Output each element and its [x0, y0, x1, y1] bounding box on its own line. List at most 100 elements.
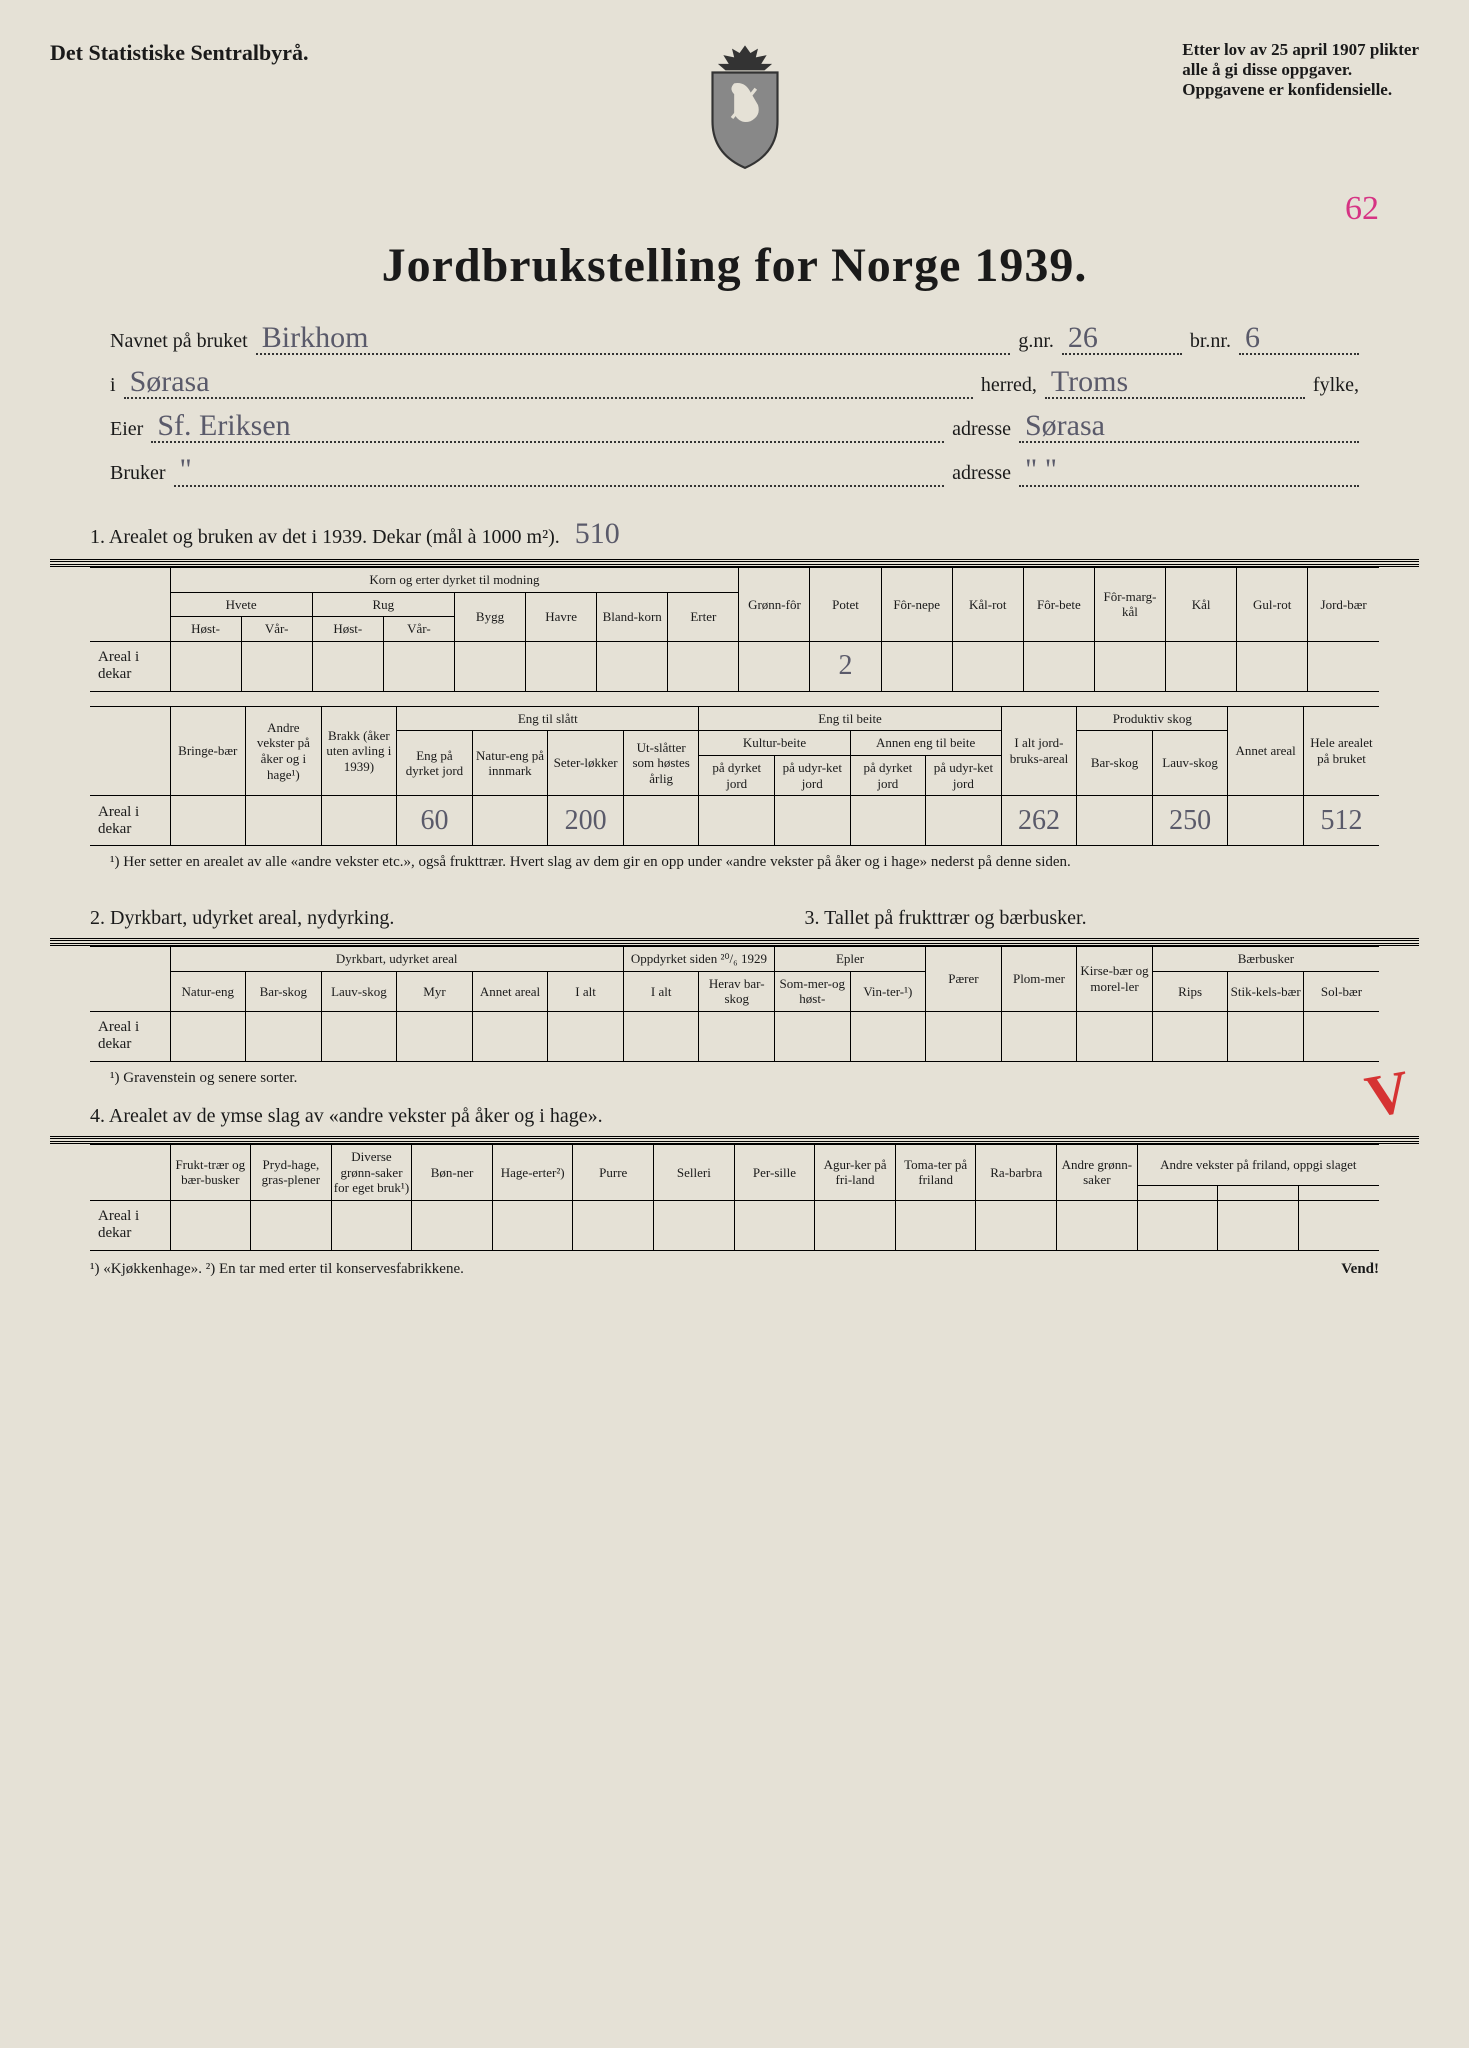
th-rips: Rips	[1152, 971, 1228, 1011]
vend-label: Vend!	[1341, 1261, 1379, 1278]
identity-fields: Navnet på bruket Birkhom g.nr. 26 br.nr.…	[110, 323, 1359, 487]
table-1b: Bringe-bær Andre vekster på åker og i ha…	[90, 706, 1379, 846]
th-erter: Erter	[668, 592, 739, 641]
th-forbete: Fôr-bete	[1023, 568, 1094, 642]
th-plommer: Plom-mer	[1001, 947, 1077, 1012]
th-epler: Epler	[775, 947, 926, 972]
th-bringe: Bringe-bær	[170, 706, 246, 795]
gnr-value: 26	[1062, 323, 1182, 355]
th-parer: Pærer	[926, 947, 1002, 1012]
table-4: Frukt-trær og bær-busker Pryd-hage, gras…	[90, 1144, 1379, 1251]
th-tomat: Toma-ter på friland	[895, 1144, 976, 1200]
s1-title-value: 510	[575, 517, 620, 550]
th-ialt: I alt jord-bruks-areal	[1001, 706, 1077, 795]
s4-title: 4. Arealet av de ymse slag av «andre vek…	[90, 1105, 1419, 1128]
s2-title: 2. Dyrkbart, udyrket areal, nydyrking.	[90, 907, 705, 930]
eier-value: Sf. Eriksen	[151, 411, 944, 443]
header: Det Statistiske Sentralbyrå. Etter lov a…	[50, 40, 1419, 170]
th-pryd: Pryd-hage, gras-plener	[251, 1144, 332, 1200]
th-lauvskog2: Lauv-skog	[321, 971, 397, 1011]
th-purre: Purre	[573, 1144, 654, 1200]
th-engbeite: Eng til beite	[699, 706, 1001, 731]
bruker-adr-value: " "	[1019, 455, 1359, 487]
eier-label: Eier	[110, 418, 143, 441]
th-barskog2: Bar-skog	[246, 971, 322, 1011]
th-barskog: Bar-skog	[1077, 731, 1153, 796]
crest-icon	[690, 40, 800, 170]
th-persille: Per-sille	[734, 1144, 815, 1200]
fylke-value: Troms	[1045, 367, 1305, 399]
th-selleri: Selleri	[654, 1144, 735, 1200]
th-annet: Annet areal	[1228, 706, 1304, 795]
brnr-label: br.nr.	[1190, 330, 1231, 353]
th-natur: Natur-eng på innmark	[472, 731, 548, 796]
page-number: 62	[50, 190, 1379, 228]
th-bland: Bland-korn	[597, 592, 668, 641]
adresse-value: Sørasa	[1019, 411, 1359, 443]
s1-footnote: ¹) Her setter en arealet av alle «andre …	[130, 854, 1379, 871]
th-brakk: Brakk (åker uten avling i 1939)	[321, 706, 397, 795]
th-dyrkbart: Dyrkbart, udyrket areal	[170, 947, 623, 972]
th-bonner: Bøn-ner	[412, 1144, 493, 1200]
th-rug: Rug	[312, 592, 454, 617]
main-title: Jordbrukstelling for Norge 1939.	[50, 238, 1419, 293]
th-jordbar: Jord-bær	[1308, 568, 1379, 642]
th-prodskog: Produktiv skog	[1077, 706, 1228, 731]
gnr-label: g.nr.	[1018, 330, 1054, 353]
th-gulrot: Gul-rot	[1237, 568, 1308, 642]
adresse2-label: adresse	[952, 462, 1011, 485]
th-korn: Korn og erter dyrket til modning	[170, 568, 739, 593]
cell-potet: 2	[810, 641, 881, 691]
th-rabarbra: Ra-barbra	[976, 1144, 1057, 1200]
th-andrefri: Andre vekster på friland, oppgi slaget	[1137, 1144, 1379, 1185]
legal-l3: Oppgavene er konfidensielle.	[1182, 80, 1419, 100]
bottom-footnote: ¹) «Kjøkkenhage». ²) En tar med erter ti…	[90, 1261, 464, 1278]
th-ialt3: I alt	[623, 971, 699, 1011]
th-var1: Vår-	[241, 617, 312, 642]
th-utslatt: Ut-slåtter som høstes årlig	[623, 731, 699, 796]
cell-ialt: 262	[1001, 796, 1077, 846]
cell-hele: 512	[1303, 796, 1379, 846]
th-kalrot: Kål-rot	[952, 568, 1023, 642]
th-herav: Herav bar-skog	[699, 971, 775, 1011]
th-ialt2: I alt	[548, 971, 624, 1011]
th-host1: Høst-	[170, 617, 241, 642]
th-paudyr2: på udyr-ket jord	[926, 755, 1002, 795]
bruker-value: "	[174, 455, 945, 487]
rule	[50, 559, 1419, 567]
s1-title: 1. Arealet og bruken av det i 1939. Deka…	[90, 517, 1419, 551]
th-engslatt: Eng til slått	[397, 706, 699, 731]
th-bygg: Bygg	[454, 592, 525, 641]
th-padyrk2: på dyrket jord	[850, 755, 926, 795]
navnet-value: Birkhom	[256, 323, 1011, 355]
row-label-4: Areal i dekar	[90, 1200, 170, 1250]
th-havre: Havre	[526, 592, 597, 641]
th-andre: Andre vekster på åker og i hage¹)	[246, 706, 322, 795]
th-sommer: Som-mer-og høst-	[775, 971, 851, 1011]
th-oppd: Oppdyrket siden ²⁰/₆ 1929	[623, 947, 774, 972]
s2-footnote: ¹) Gravenstein og senere sorter.	[130, 1070, 1379, 1087]
th-lauvskog: Lauv-skog	[1152, 731, 1228, 796]
fylke-label: fylke,	[1313, 374, 1359, 397]
th-annet2: Annet areal	[472, 971, 548, 1011]
row-label-1b: Areal i dekar	[90, 796, 170, 846]
cell-seter: 200	[548, 796, 624, 846]
th-kultur: Kultur-beite	[699, 731, 850, 756]
th-frukt: Frukt-trær og bær-busker	[170, 1144, 251, 1200]
th-annenbeite: Annen eng til beite	[850, 731, 1001, 756]
adresse-label: adresse	[952, 418, 1011, 441]
th-natureng: Natur-eng	[170, 971, 246, 1011]
th-gronn: Grønn-fôr	[739, 568, 810, 642]
th-paudyr1: på udyr-ket jord	[775, 755, 851, 795]
row-label-1a: Areal i dekar	[90, 641, 170, 691]
th-andregr: Andre grønn-saker	[1057, 1144, 1138, 1200]
th-var2: Vår-	[383, 617, 454, 642]
th-kirse: Kirse-bær og morel-ler	[1077, 947, 1153, 1012]
th-barbusker: Bærbusker	[1152, 947, 1379, 972]
rule2	[50, 938, 1419, 946]
th-formarg: Fôr-marg-kål	[1094, 568, 1165, 642]
cell-engpa: 60	[397, 796, 473, 846]
th-hage: Hage-erter²)	[492, 1144, 573, 1200]
table-2-3: Dyrkbart, udyrket areal Oppdyrket siden …	[90, 946, 1379, 1062]
brnr-value: 6	[1239, 323, 1359, 355]
